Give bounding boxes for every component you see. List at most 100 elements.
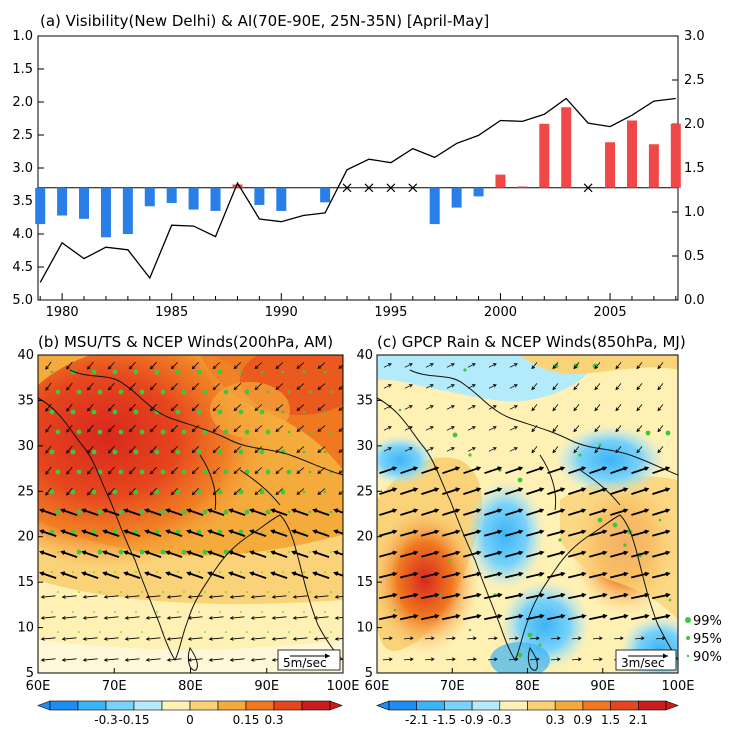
wind-arrow — [313, 616, 329, 620]
significance-dot — [658, 518, 662, 522]
missing-marker — [583, 183, 593, 193]
significance-dot — [57, 551, 59, 553]
wind-arrow — [615, 362, 622, 370]
significance-dot — [135, 571, 137, 573]
x-tick-label: 1990 — [265, 305, 298, 320]
wind-arrow — [212, 383, 220, 391]
wind-arrow — [526, 529, 545, 537]
significance-dot — [183, 591, 185, 593]
wind-arrow — [442, 466, 461, 475]
significance-dot — [160, 469, 166, 475]
significance-dot — [302, 450, 306, 454]
colorbar-high-arrow — [665, 700, 679, 711]
visibility-bar — [626, 120, 637, 188]
wind-arrow — [571, 657, 582, 662]
x-tick-label: 60E — [365, 679, 390, 694]
significance-dot — [175, 369, 181, 375]
wind-arrow — [254, 488, 263, 496]
wind-arrow — [573, 404, 580, 412]
panel-b-wind-scale: 5m/sec — [277, 649, 341, 671]
colorbar-low-arrow — [376, 700, 390, 711]
wind-arrow — [505, 550, 524, 558]
wind-arrow — [250, 616, 266, 620]
wind-arrow — [404, 447, 413, 452]
x-tick-label: 90E — [590, 679, 615, 694]
significance-dot — [217, 529, 223, 535]
significance-dot — [97, 469, 103, 475]
wind-arrow — [107, 424, 115, 433]
wind-arrow — [383, 447, 392, 452]
significance-dot — [438, 593, 442, 597]
y-tick-label: 10 — [17, 621, 34, 636]
y-tick-label: 15 — [17, 575, 34, 590]
wind-arrow — [81, 571, 99, 579]
significance-dot — [112, 489, 118, 495]
left-tick-label: 3.5 — [12, 194, 33, 209]
x-tick-label: 80E — [178, 679, 203, 694]
sig-dot-95 — [686, 636, 690, 640]
wind-arrow — [87, 466, 94, 475]
visibility-bar — [670, 123, 681, 188]
significance-dot — [223, 509, 229, 515]
wind-arrow — [233, 404, 242, 412]
wind-arrow — [39, 571, 57, 579]
wind-arrow — [45, 466, 52, 475]
significance-dot — [133, 529, 139, 535]
wind-arrow — [123, 508, 141, 516]
wind-arrow — [124, 637, 140, 641]
x-tick-label: 100E — [326, 679, 359, 694]
wind-arrow — [442, 508, 461, 516]
wind-arrow — [567, 571, 587, 579]
wind-arrow — [594, 383, 601, 391]
significance-dot — [309, 591, 311, 593]
significance-dot — [91, 489, 97, 495]
wind-arrow — [463, 508, 482, 516]
x-tick-label: 100E — [661, 679, 694, 694]
wind-arrow — [442, 529, 461, 537]
wind-arrow — [107, 361, 115, 370]
wind-arrow — [631, 466, 650, 475]
significance-dot — [329, 390, 333, 394]
wind-arrow — [317, 362, 326, 369]
wind-arrow — [271, 616, 287, 620]
wind-arrow — [552, 362, 559, 370]
colorbar-segment — [161, 700, 191, 711]
wind-arrow — [208, 658, 224, 662]
wind-arrow — [103, 616, 119, 620]
significance-dot — [287, 430, 291, 434]
significance-dot — [267, 591, 269, 593]
right-tick-label: 2.0 — [684, 117, 705, 132]
wind-arrow — [170, 425, 178, 433]
significance-dot — [324, 611, 326, 613]
wind-arrow — [547, 592, 566, 600]
significance-dot — [259, 449, 265, 455]
significance-dot — [70, 489, 76, 495]
wind-arrow — [379, 592, 398, 600]
wind-arrow — [484, 550, 503, 558]
wind-arrow — [636, 404, 643, 412]
significance-dot — [141, 591, 143, 593]
sig-label-90: 90% — [693, 650, 722, 665]
significance-dot — [175, 449, 181, 455]
significance-dot — [323, 410, 327, 414]
colorbar-label: 0.9 — [573, 713, 592, 727]
wind-arrow — [229, 616, 245, 620]
right-tick-label: 1.5 — [684, 161, 705, 176]
significance-dot — [238, 409, 244, 415]
wind-arrow — [379, 508, 398, 516]
significance-dot — [612, 522, 618, 528]
significance-dot — [598, 443, 602, 447]
panel-a: (a) Visibility(New Delhi) & AI(70E-90E, … — [12, 12, 704, 320]
wind-arrow — [592, 657, 603, 662]
wind-arrow — [254, 425, 263, 433]
panel-a-right-axis: 3.0 2.5 2.0 1.5 1.0 0.5 0.0 — [672, 29, 705, 308]
wind-arrow — [484, 508, 503, 516]
wind-arrow — [82, 637, 98, 641]
wind-arrow — [107, 445, 115, 454]
significance-dot — [139, 389, 145, 395]
significance-dot — [308, 390, 312, 394]
significance-dot — [196, 529, 202, 535]
missing-marker — [342, 183, 352, 193]
colorbar-segment — [554, 700, 584, 711]
left-tick-label: 5.0 — [12, 293, 33, 308]
